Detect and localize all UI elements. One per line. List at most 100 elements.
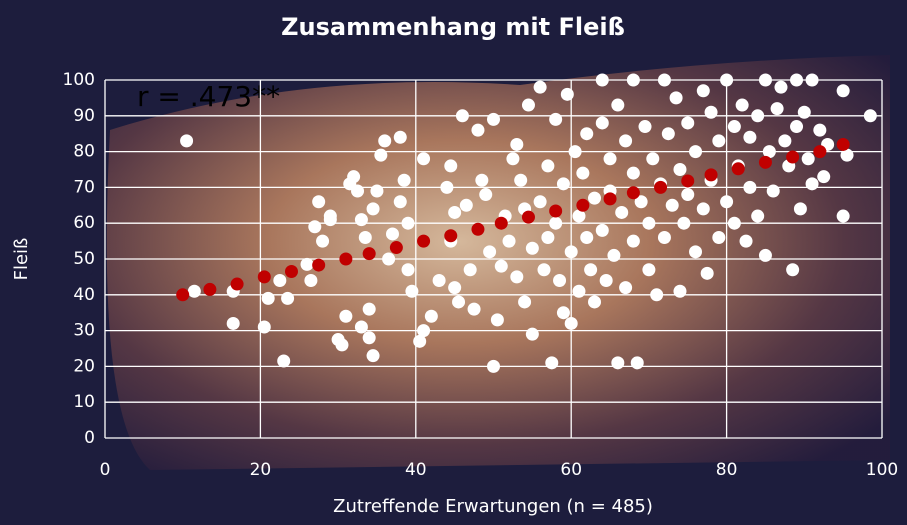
y-tick-label: 30 [73, 321, 95, 341]
point [448, 281, 462, 295]
x-tick-label: 20 [250, 460, 272, 480]
point [797, 105, 811, 119]
point [533, 80, 547, 94]
point [525, 327, 539, 341]
point [417, 324, 431, 338]
point [770, 102, 784, 116]
chart-title: Zusammenhang mit Fleiß [281, 13, 625, 41]
y-tick-label: 10 [73, 392, 95, 412]
point [401, 263, 415, 277]
point [576, 166, 590, 180]
point [790, 73, 804, 87]
point [521, 98, 535, 112]
x-tick-label: 40 [405, 460, 427, 480]
point [494, 259, 508, 273]
point [257, 320, 271, 334]
point [284, 265, 298, 279]
point [568, 145, 582, 159]
point [720, 73, 734, 87]
point [603, 152, 617, 166]
point [704, 105, 718, 119]
point [751, 109, 765, 123]
point [560, 87, 574, 101]
point [572, 209, 586, 223]
point [413, 334, 427, 348]
point [790, 120, 804, 134]
point [479, 188, 493, 202]
point [611, 356, 625, 370]
point [657, 73, 671, 87]
point [467, 302, 481, 316]
point [681, 116, 695, 130]
point [584, 263, 598, 277]
point [549, 204, 563, 218]
point [362, 302, 376, 316]
point [758, 155, 772, 169]
point [817, 170, 831, 184]
point [766, 184, 780, 198]
point [642, 263, 656, 277]
point [444, 159, 458, 173]
point [580, 127, 594, 141]
point [494, 216, 508, 230]
point [751, 209, 765, 223]
point [727, 216, 741, 230]
point [677, 216, 691, 230]
point [459, 198, 473, 212]
point [700, 266, 714, 280]
point [358, 231, 372, 245]
point [626, 234, 640, 248]
point [389, 241, 403, 255]
point [727, 120, 741, 134]
y-tick-label: 50 [73, 249, 95, 269]
point [490, 313, 504, 327]
point [257, 270, 271, 284]
point [619, 281, 633, 295]
point [743, 130, 757, 144]
point [634, 195, 648, 209]
y-tick-label: 70 [73, 177, 95, 197]
point [607, 248, 621, 262]
y-tick-label: 0 [84, 428, 95, 448]
point [813, 145, 827, 159]
point [564, 316, 578, 330]
point [502, 234, 516, 248]
y-tick-label: 20 [73, 356, 95, 376]
point [448, 205, 462, 219]
point [735, 98, 749, 112]
point [786, 263, 800, 277]
point [277, 354, 291, 368]
point [572, 284, 586, 298]
point [630, 356, 644, 370]
point [432, 273, 446, 287]
point [518, 295, 532, 309]
point [739, 234, 753, 248]
point [669, 91, 683, 105]
annotation: r = .473** [137, 80, 280, 113]
point [323, 213, 337, 227]
x-tick-label: 60 [560, 460, 582, 480]
point [351, 184, 365, 198]
point [354, 213, 368, 227]
point [696, 84, 710, 98]
point [661, 127, 675, 141]
point [689, 245, 703, 259]
point [335, 338, 349, 352]
point [758, 73, 772, 87]
point [281, 291, 295, 305]
point [836, 209, 850, 223]
point [475, 173, 489, 187]
point [758, 248, 772, 262]
point [385, 227, 399, 241]
x-tick-label: 100 [866, 460, 898, 480]
point [366, 202, 380, 216]
point [397, 173, 411, 187]
point [626, 186, 640, 200]
point [393, 195, 407, 209]
point [308, 220, 322, 234]
point [619, 134, 633, 148]
x-axis-label: Zutreffende Erwartungen (n = 485) [333, 496, 653, 517]
point [588, 295, 602, 309]
point [657, 231, 671, 245]
point [339, 252, 353, 266]
